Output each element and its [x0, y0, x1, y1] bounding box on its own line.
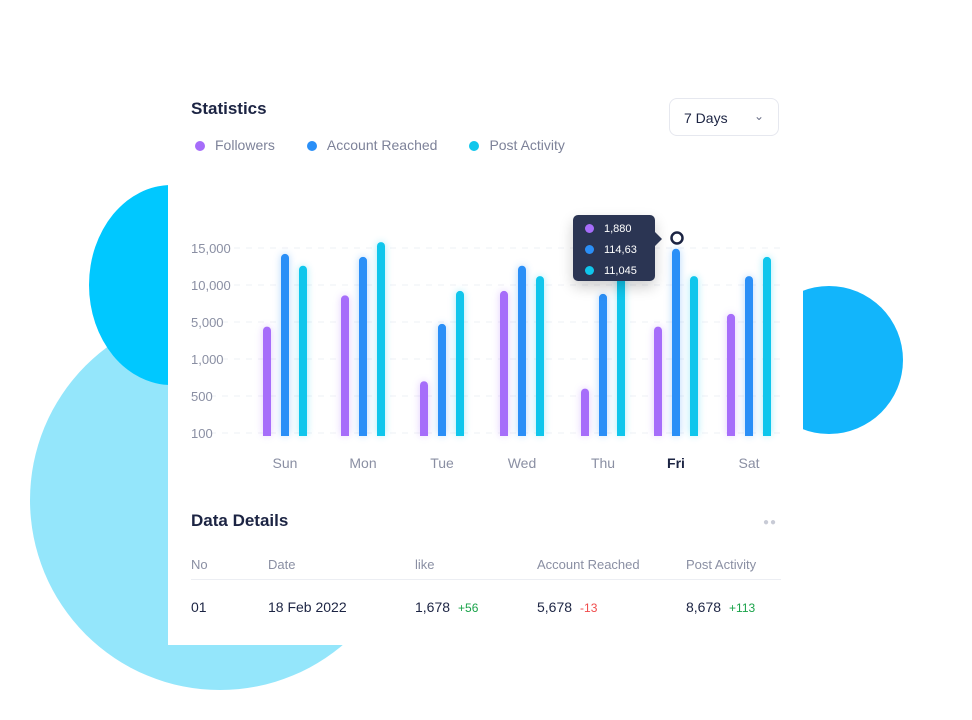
data-details-title: Data Details	[191, 511, 289, 530]
x-tick-label: Tue	[430, 455, 454, 471]
bar-followers	[500, 290, 508, 436]
col-account-reached: Account Reached	[537, 557, 640, 572]
range-value: 7 Days	[684, 110, 728, 126]
more-icon[interactable]: ●●	[763, 517, 778, 528]
bar-post-activity	[456, 290, 464, 436]
bar-account-reached	[518, 265, 526, 436]
col-date: Date	[268, 557, 296, 572]
y-tick-label: 100	[191, 426, 213, 441]
legend-followers[interactable]: Followers	[195, 137, 275, 153]
legend-post-activity[interactable]: Post Activity	[469, 137, 565, 153]
bar-post-activity	[763, 256, 771, 436]
bar-account-reached	[359, 256, 367, 436]
bar-post-activity	[617, 255, 625, 436]
bar-followers	[263, 326, 271, 436]
y-tick-label: 500	[191, 389, 213, 404]
bar-post-activity	[690, 276, 698, 436]
divider	[191, 579, 781, 580]
x-tick-label: Wed	[508, 455, 537, 471]
bar-account-reached	[438, 323, 446, 436]
x-tick-label: Fri	[667, 455, 685, 471]
bar-followers	[581, 388, 589, 436]
bar-post-activity	[299, 265, 307, 436]
bar-followers	[420, 381, 428, 436]
bar-post-activity	[377, 242, 385, 436]
bar-account-reached	[745, 276, 753, 436]
col-no: No	[191, 557, 208, 572]
hover-point	[670, 231, 684, 245]
bar-account-reached	[599, 293, 607, 436]
chart-tooltip: 1,880 114,63 11,045	[573, 215, 662, 281]
chevron-down-icon: ⌄	[753, 109, 764, 123]
x-tick-label: Thu	[591, 455, 615, 471]
y-tick-label: 5,000	[191, 315, 224, 330]
legend-account-reached[interactable]: Account Reached	[306, 137, 437, 153]
page-title: Statistics	[191, 99, 267, 118]
bar-account-reached	[672, 248, 680, 436]
bar-followers	[727, 313, 735, 436]
col-like: like	[415, 557, 435, 572]
x-tick-label: Mon	[349, 455, 376, 471]
bar-account-reached	[281, 253, 289, 436]
range-dropdown[interactable]: 7 Days ⌄	[669, 98, 779, 136]
chart-legend: Followers Account Reached Post Activity	[195, 137, 565, 153]
x-tick-label: Sat	[738, 455, 759, 471]
bar-post-activity	[536, 276, 544, 436]
y-tick-label: 10,000	[191, 278, 231, 293]
y-tick-label: 15,000	[191, 241, 231, 256]
bar-followers	[654, 326, 662, 436]
bar-followers	[341, 295, 349, 436]
x-tick-label: Sun	[273, 455, 298, 471]
y-tick-label: 1,000	[191, 352, 224, 367]
col-post-activity: Post Activity	[686, 557, 757, 572]
